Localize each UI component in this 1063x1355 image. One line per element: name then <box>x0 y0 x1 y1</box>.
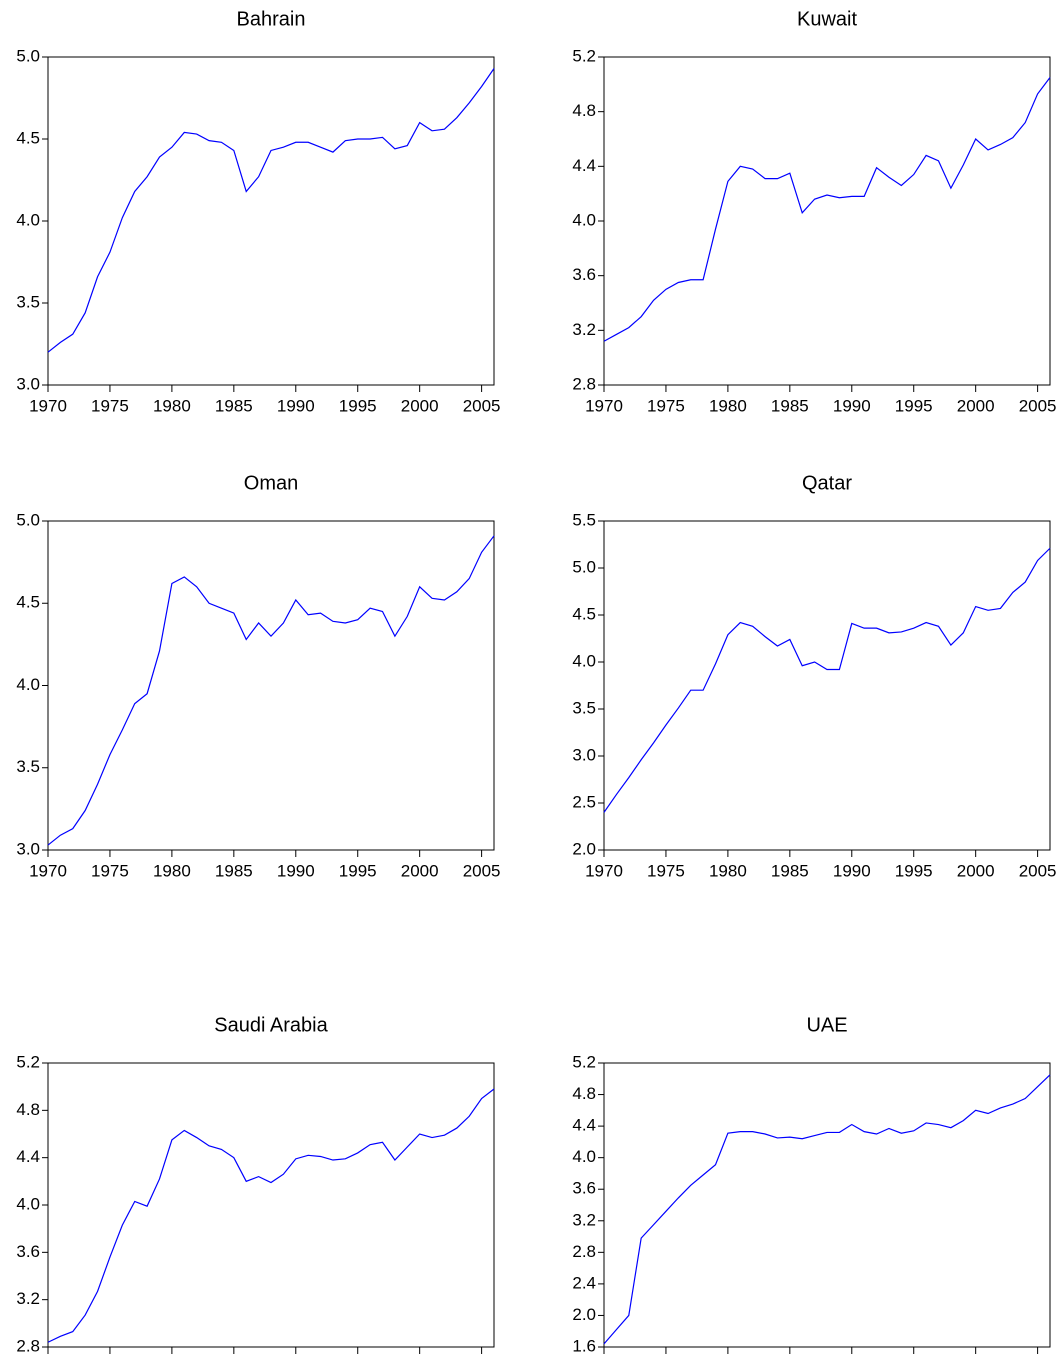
y-tick-label: 2.4 <box>572 1273 596 1292</box>
y-tick-label: 4.0 <box>572 210 596 229</box>
x-tick-label: 1970 <box>585 861 623 880</box>
x-tick-label: 2005 <box>1019 396 1057 415</box>
y-tick-label: 4.8 <box>572 101 596 120</box>
x-tick-label: 2005 <box>463 861 501 880</box>
x-tick-label: 1995 <box>895 861 933 880</box>
y-tick-label: 4.8 <box>16 1100 40 1119</box>
data-line <box>603 77 1051 342</box>
y-tick-label: 5.0 <box>16 510 40 529</box>
x-tick-label: 1990 <box>277 861 315 880</box>
y-tick-label: 4.0 <box>16 1194 40 1213</box>
y-tick-label: 3.0 <box>16 374 40 393</box>
y-tick-label: 5.2 <box>16 1052 40 1071</box>
y-tick-label: 2.5 <box>572 792 596 811</box>
y-tick-label: 4.5 <box>16 593 40 612</box>
y-tick-label: 3.2 <box>16 1289 40 1308</box>
plot-frame <box>603 56 1051 386</box>
x-tick-label: 1980 <box>709 861 747 880</box>
y-tick-label: 4.0 <box>16 210 40 229</box>
y-tick-label: 3.6 <box>572 1179 596 1198</box>
plot-frame <box>47 520 495 851</box>
x-tick-label: 2005 <box>1019 861 1057 880</box>
x-tick-label: 1985 <box>215 861 253 880</box>
x-tick-label: 1995 <box>339 396 377 415</box>
chart-title: Qatar <box>802 472 852 494</box>
chart-title: Saudi Arabia <box>214 1014 328 1036</box>
x-tick-label: 1995 <box>895 396 933 415</box>
x-tick-label: 1985 <box>215 396 253 415</box>
x-tick-label: 2000 <box>957 861 995 880</box>
y-tick-label: 5.0 <box>572 557 596 576</box>
y-tick-label: 5.0 <box>16 46 40 65</box>
y-tick-label: 1.6 <box>572 1336 596 1355</box>
x-tick-label: 1975 <box>91 861 129 880</box>
x-tick-label: 1980 <box>709 396 747 415</box>
y-tick-label: 5.2 <box>572 1052 596 1071</box>
y-tick-label: 4.4 <box>572 156 596 175</box>
x-tick-label: 1975 <box>647 396 685 415</box>
y-tick-label: 3.6 <box>572 265 596 284</box>
x-tick-label: 2000 <box>957 396 995 415</box>
data-line <box>47 1088 495 1343</box>
data-line <box>603 1074 1051 1345</box>
y-tick-label: 4.8 <box>572 1084 596 1103</box>
chart-title: Bahrain <box>237 8 306 30</box>
plot-frame <box>603 1062 1051 1348</box>
y-tick-label: 4.4 <box>572 1116 596 1135</box>
y-tick-label: 3.2 <box>572 1210 596 1229</box>
y-tick-label: 3.0 <box>572 745 596 764</box>
y-tick-label: 3.0 <box>16 839 40 858</box>
x-tick-label: 1985 <box>771 861 809 880</box>
y-tick-label: 2.0 <box>572 839 596 858</box>
x-tick-label: 1990 <box>833 861 871 880</box>
y-tick-label: 4.0 <box>16 675 40 694</box>
data-line <box>47 68 495 353</box>
plot-frame <box>603 520 1051 851</box>
x-tick-label: 1970 <box>29 396 67 415</box>
x-tick-label: 1970 <box>585 396 623 415</box>
x-tick-label: 2000 <box>401 396 439 415</box>
data-line <box>603 547 1051 813</box>
x-tick-label: 1990 <box>277 396 315 415</box>
plot-frame <box>47 56 495 386</box>
y-tick-label: 2.8 <box>572 1242 596 1261</box>
x-tick-label: 1975 <box>91 396 129 415</box>
x-tick-label: 1990 <box>833 396 871 415</box>
x-tick-label: 1980 <box>153 861 191 880</box>
plot-frame <box>47 1062 495 1348</box>
y-tick-label: 4.0 <box>572 651 596 670</box>
y-tick-label: 2.8 <box>572 374 596 393</box>
y-tick-label: 3.6 <box>16 1242 40 1261</box>
x-tick-label: 2000 <box>401 861 439 880</box>
y-tick-label: 4.5 <box>572 604 596 623</box>
x-tick-label: 1995 <box>339 861 377 880</box>
y-tick-label: 5.5 <box>572 510 596 529</box>
y-tick-label: 4.0 <box>572 1147 596 1166</box>
y-tick-label: 4.5 <box>16 128 40 147</box>
y-tick-label: 2.0 <box>572 1305 596 1324</box>
chart-title: Oman <box>244 472 298 494</box>
y-tick-label: 5.2 <box>572 46 596 65</box>
y-tick-label: 3.5 <box>16 292 40 311</box>
y-tick-label: 3.5 <box>16 757 40 776</box>
chart-title: Kuwait <box>797 8 857 30</box>
x-tick-label: 1975 <box>647 861 685 880</box>
chart-title: UAE <box>806 1014 847 1036</box>
data-line <box>47 535 495 846</box>
x-tick-label: 2005 <box>463 396 501 415</box>
y-tick-label: 4.4 <box>16 1147 40 1166</box>
x-tick-label: 1985 <box>771 396 809 415</box>
x-tick-label: 1980 <box>153 396 191 415</box>
x-tick-label: 1970 <box>29 861 67 880</box>
y-tick-label: 3.2 <box>572 320 596 339</box>
y-tick-label: 3.5 <box>572 698 596 717</box>
y-tick-label: 2.8 <box>16 1336 40 1355</box>
